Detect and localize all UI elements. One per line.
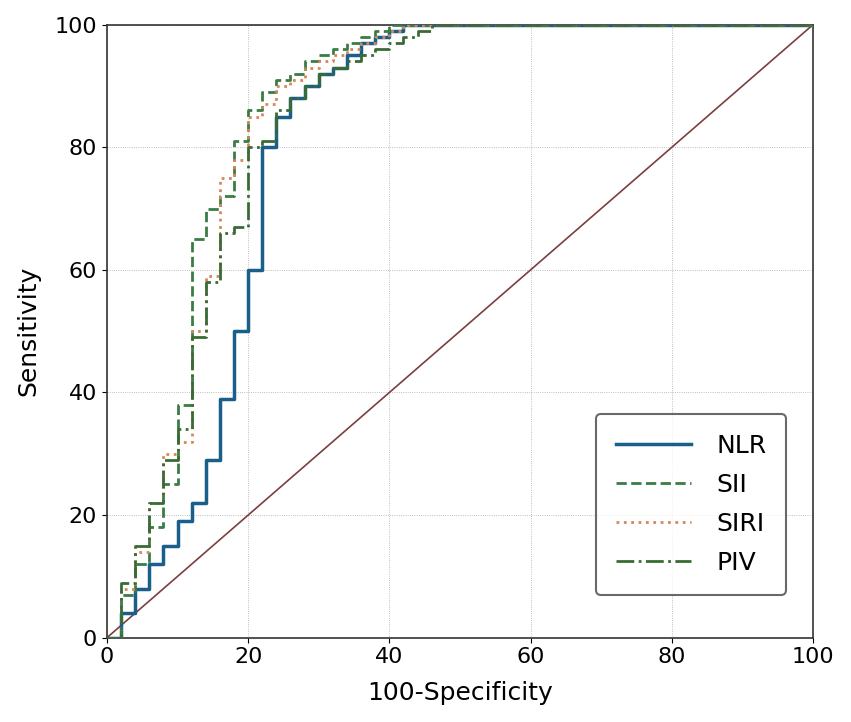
Legend: NLR, SII, SIRI, PIV: NLR, SII, SIRI, PIV — [597, 414, 786, 595]
X-axis label: 100-Specificity: 100-Specificity — [367, 682, 553, 705]
Y-axis label: Sensitivity: Sensitivity — [17, 266, 41, 396]
